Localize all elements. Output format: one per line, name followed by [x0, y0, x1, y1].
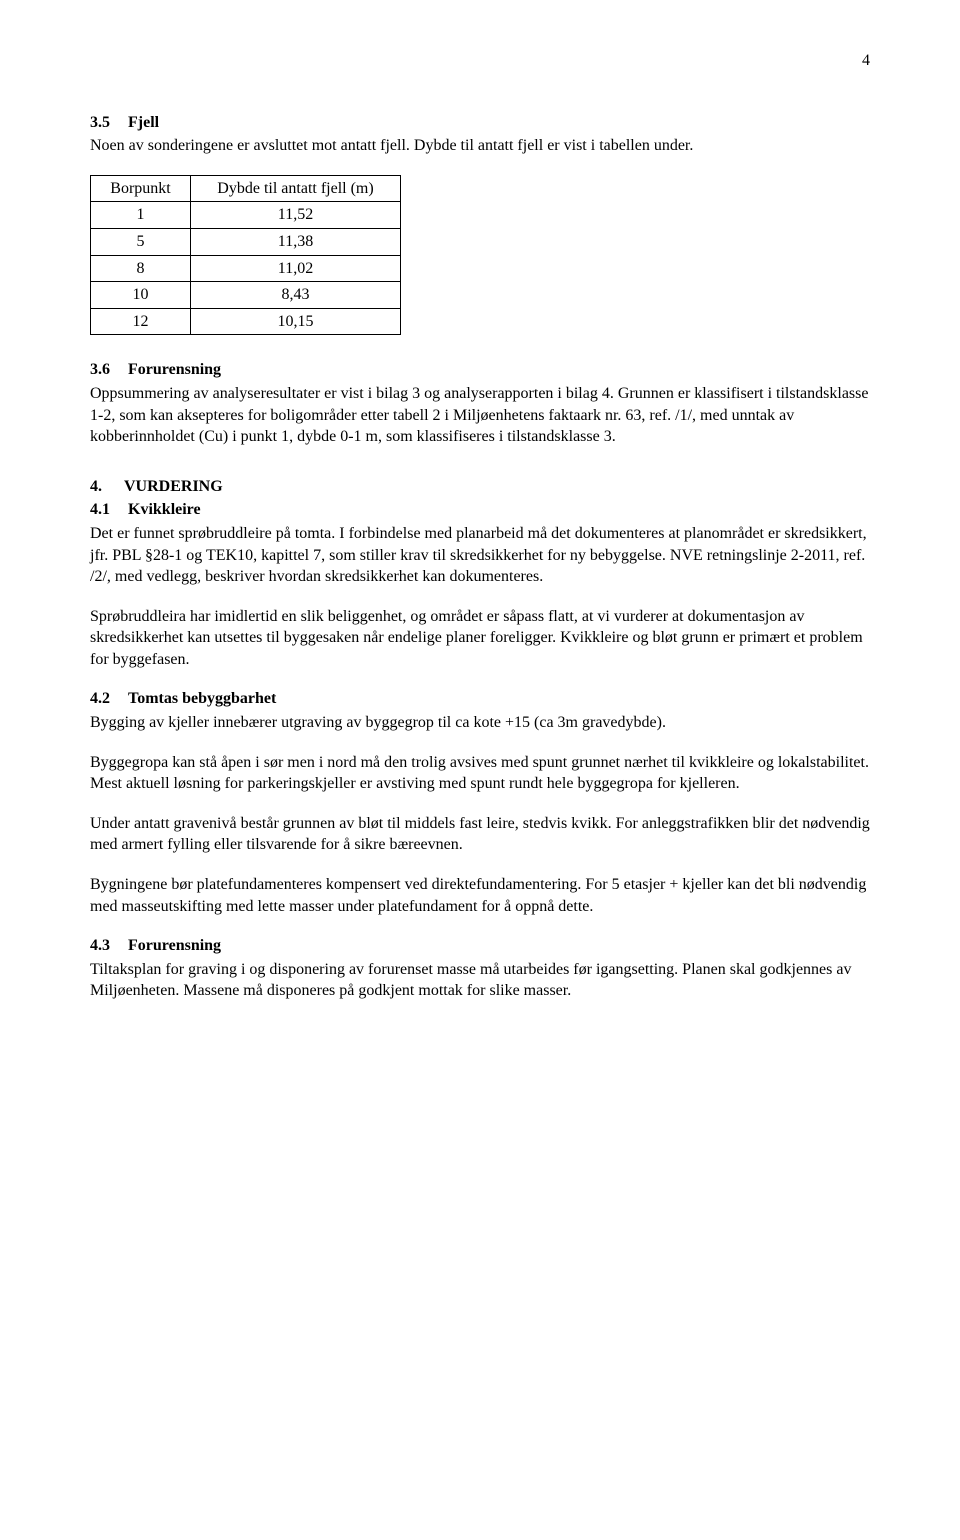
table-cell: 11,52	[191, 202, 401, 229]
heading-title: Kvikkleire	[128, 501, 201, 518]
heading-num: 4.	[90, 476, 102, 498]
heading-4-3: 4.3 Forurensning	[90, 935, 870, 957]
heading-4: 4. VURDERING	[90, 476, 870, 498]
table-cell: 8	[91, 255, 191, 282]
table-header: Dybde til antatt fjell (m)	[191, 175, 401, 202]
heading-num: 4.1	[90, 499, 110, 521]
table-row: 10 8,43	[91, 282, 401, 309]
paragraph: Sprøbruddleira har imidlertid en slik be…	[90, 606, 870, 671]
page-number: 4	[90, 50, 870, 72]
heading-title: VURDERING	[124, 478, 223, 495]
heading-num: 4.2	[90, 688, 110, 710]
heading-4-2: 4.2 Tomtas bebyggbarhet	[90, 688, 870, 710]
heading-num: 3.5	[90, 112, 110, 134]
table-cell: 1	[91, 202, 191, 229]
heading-title: Forurensning	[128, 361, 221, 378]
paragraph: Under antatt gravenivå består grunnen av…	[90, 813, 870, 856]
depth-table: Borpunkt Dybde til antatt fjell (m) 1 11…	[90, 175, 401, 336]
heading-num: 3.6	[90, 359, 110, 381]
heading-title: Fjell	[128, 114, 159, 131]
table-cell: 10	[91, 282, 191, 309]
paragraph: Byggegropa kan stå åpen i sør men i nord…	[90, 752, 870, 795]
paragraph: Oppsummering av analyseresultater er vis…	[90, 383, 870, 448]
table-header: Borpunkt	[91, 175, 191, 202]
table-cell: 12	[91, 308, 191, 335]
table-cell: 11,02	[191, 255, 401, 282]
table-row: 12 10,15	[91, 308, 401, 335]
paragraph: Tiltaksplan for graving i og disponering…	[90, 959, 870, 1002]
heading-3-6: 3.6 Forurensning	[90, 359, 870, 381]
table-cell: 8,43	[191, 282, 401, 309]
heading-4-1: 4.1 Kvikkleire	[90, 499, 870, 521]
paragraph: Det er funnet sprøbruddleire på tomta. I…	[90, 523, 870, 588]
heading-title: Forurensning	[128, 937, 221, 954]
paragraph: Noen av sonderingene er avsluttet mot an…	[90, 135, 870, 157]
heading-3-5: 3.5 Fjell	[90, 112, 870, 134]
heading-num: 4.3	[90, 935, 110, 957]
heading-title: Tomtas bebyggbarhet	[128, 690, 276, 707]
table-header-row: Borpunkt Dybde til antatt fjell (m)	[91, 175, 401, 202]
table-cell: 10,15	[191, 308, 401, 335]
table-row: 8 11,02	[91, 255, 401, 282]
table-cell: 5	[91, 228, 191, 255]
paragraph: Bygging av kjeller innebærer utgraving a…	[90, 712, 870, 734]
paragraph: Bygningene bør platefundamenteres kompen…	[90, 874, 870, 917]
table-row: 5 11,38	[91, 228, 401, 255]
table-cell: 11,38	[191, 228, 401, 255]
table-row: 1 11,52	[91, 202, 401, 229]
